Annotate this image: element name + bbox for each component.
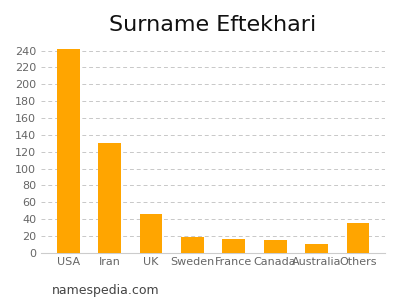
Bar (346, 223, 369, 253)
Title: Surname Eftekhari: Surname Eftekhari (110, 15, 317, 35)
Bar (181, 237, 204, 253)
Bar (140, 214, 162, 253)
Bar (305, 244, 328, 253)
Bar (222, 239, 245, 253)
Bar (264, 240, 286, 253)
Bar (57, 49, 80, 253)
Bar (98, 143, 121, 253)
Text: namespedia.com: namespedia.com (52, 284, 160, 297)
